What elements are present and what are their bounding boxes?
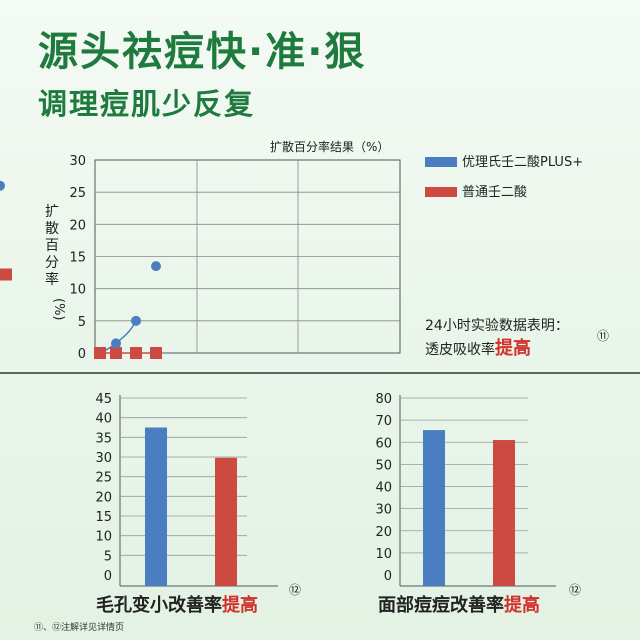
y-axis-label-char: 率 xyxy=(45,271,59,288)
y-tick-label: 25 xyxy=(69,186,86,201)
bar2-note: ⑫ xyxy=(569,583,581,597)
legend: 优理氏壬二酸PLUS+ 普通壬二酸 xyxy=(425,155,583,200)
bar-y-tick-label: 50 xyxy=(375,458,392,473)
page-subtitle: 调理痘肌少反复 xyxy=(38,87,256,121)
bar-y-tick-label: 0 xyxy=(384,569,392,584)
bar-y-tick-label: 20 xyxy=(95,490,112,505)
data-point-plus xyxy=(0,180,5,191)
data-point-normal xyxy=(130,347,142,359)
y-axis-label-char: 散 xyxy=(45,221,59,237)
data-point-plus xyxy=(151,261,161,272)
bar-y-tick-label: 25 xyxy=(95,471,112,486)
y-tick-label: 10 xyxy=(69,283,86,298)
y-axis-label-char: 百 xyxy=(45,238,59,254)
legend-swatch-1 xyxy=(425,157,457,167)
y-axis-label-char: 分 xyxy=(45,255,59,271)
bar1-caption-prefix: 毛孔变小改善率 xyxy=(96,594,222,616)
footnote: ⑪、⑫注解详见详情页 xyxy=(34,621,124,633)
bar-y-tick-label: 45 xyxy=(95,392,112,407)
data-point-normal xyxy=(110,347,122,359)
bar-y-tick-label: 40 xyxy=(375,481,392,496)
y-tick-label: 15 xyxy=(69,251,86,266)
bar2-caption: 面部痘痘改善率提高 xyxy=(378,594,540,616)
bar-y-tick-label: 30 xyxy=(375,503,392,518)
data-point-normal xyxy=(0,268,12,281)
annotation-line1: 24小时实验数据表明： xyxy=(425,318,569,334)
bar-y-tick-label: 60 xyxy=(375,436,392,451)
page-title: 源头祛痘快·准·狠 xyxy=(38,29,367,75)
annotation-note: ⑪ xyxy=(597,329,609,343)
bar-chart-acne: 0 10 20 30 40 50 60 70 80 面部痘痘改善率提高 ⑫ xyxy=(375,392,581,616)
bar2-caption-prefix: 面部痘痘改善率 xyxy=(378,594,504,616)
bar xyxy=(145,427,167,586)
bar xyxy=(423,430,445,586)
y-axis-unit: (%) xyxy=(51,298,66,321)
bar-y-tick-label: 35 xyxy=(95,431,112,446)
bar-y-tick-label: 5 xyxy=(104,549,112,564)
data-point-plus xyxy=(111,338,121,349)
bar1-caption: 毛孔变小改善率提高 xyxy=(96,594,258,616)
bar-y-tick-label: 0 xyxy=(104,569,112,584)
line-chart: 0 5 10 15 20 25 30 扩散百分率结果（%） 扩散百分率 (%) 优理氏壬二酸… xyxy=(0,139,609,362)
bar-y-tick-label: 80 xyxy=(375,392,392,407)
y-tick-label: 0 xyxy=(78,347,86,362)
bar-y-tick-label: 40 xyxy=(95,412,112,427)
data-point-normal xyxy=(150,347,162,359)
bar1-caption-highlight: 提高 xyxy=(222,594,258,616)
bar1-note: ⑫ xyxy=(289,583,301,597)
legend-label-2: 普通壬二酸 xyxy=(462,185,527,200)
bar xyxy=(493,440,515,586)
bar-chart-pores: 0 5 10 15 20 25 30 35 40 45 毛孔变小改善率提高 ⑫ xyxy=(95,392,301,616)
data-point-normal xyxy=(94,347,106,359)
y-tick-label: 20 xyxy=(69,218,86,233)
data-point-plus xyxy=(131,315,141,326)
bar-y-tick-label: 10 xyxy=(375,547,392,562)
bar-y-tick-label: 10 xyxy=(95,530,112,545)
bar-y-tick-label: 30 xyxy=(95,451,112,466)
legend-swatch-2 xyxy=(425,187,457,197)
bar2-caption-highlight: 提高 xyxy=(504,594,540,616)
y-axis-label: 扩散百分率 xyxy=(45,204,59,288)
y-axis-label-char: 扩 xyxy=(45,204,59,220)
y-tick-label: 30 xyxy=(69,154,86,169)
annotation-line2: 透皮吸收率提高 xyxy=(425,337,531,359)
bar-y-tick-label: 15 xyxy=(95,510,112,525)
bar-y-tick-label: 70 xyxy=(375,414,392,429)
bar xyxy=(215,457,237,586)
legend-label-1: 优理氏壬二酸PLUS+ xyxy=(462,155,583,170)
annotation-highlight: 提高 xyxy=(495,337,531,359)
bar-y-tick-label: 20 xyxy=(375,525,392,540)
line-chart-title: 扩散百分率结果（%） xyxy=(270,139,389,154)
annotation-prefix: 透皮吸收率 xyxy=(425,341,495,358)
y-tick-label: 5 xyxy=(78,315,86,330)
